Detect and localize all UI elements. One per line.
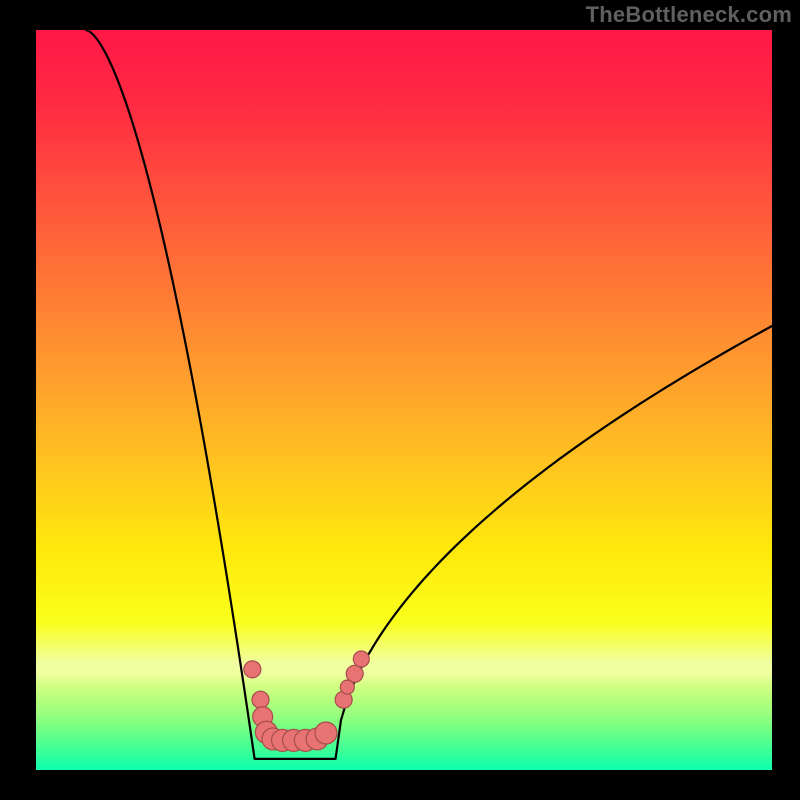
watermark: TheBottleneck.com xyxy=(586,2,792,28)
chart-svg xyxy=(36,30,772,770)
bottleneck-chart xyxy=(36,30,772,770)
